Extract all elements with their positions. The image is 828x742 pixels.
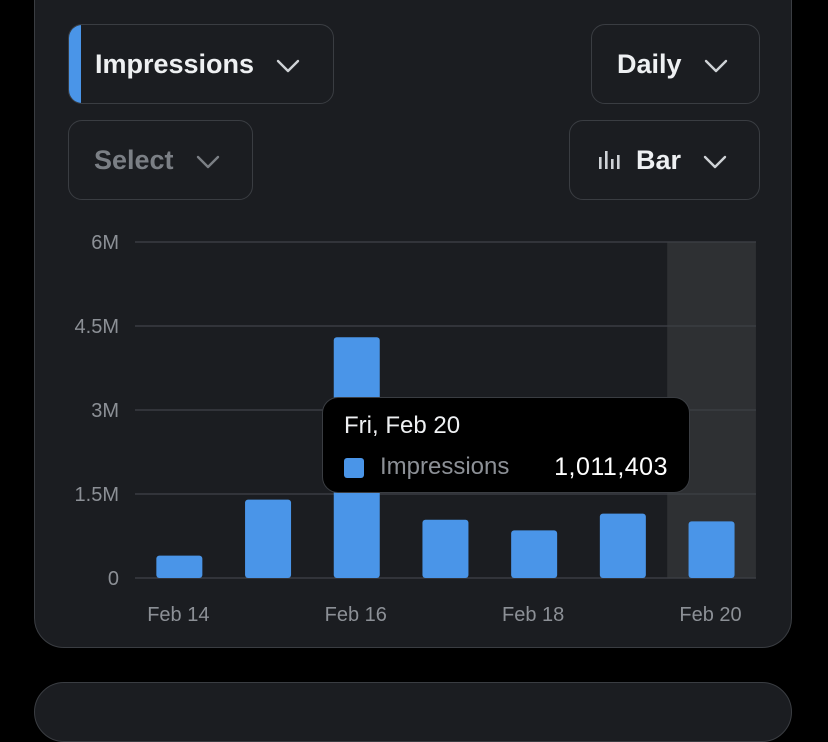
tooltip-series-name: Impressions	[380, 453, 510, 480]
bar-feb-14[interactable]	[156, 555, 203, 578]
bar-chart-icon	[598, 145, 620, 176]
y-tick-label: 3M	[91, 400, 119, 422]
chevron-down-icon	[703, 145, 727, 176]
x-tick-label: Feb 14	[147, 604, 209, 626]
tooltip-series-swatch	[344, 458, 364, 478]
chevron-down-icon	[276, 49, 300, 80]
y-tick-label: 0	[108, 568, 119, 590]
select-placeholder: Select	[94, 144, 174, 175]
x-tick-label: Feb 16	[325, 604, 387, 626]
bar-feb-19[interactable]	[599, 513, 646, 578]
y-tick-label: 6M	[91, 232, 119, 254]
y-tick-label: 4.5M	[75, 316, 119, 338]
bar-feb-17[interactable]	[422, 519, 469, 578]
chart-type-dropdown[interactable]: Bar	[569, 120, 760, 200]
chart-type-label: Bar	[636, 144, 682, 175]
period-dropdown-label: Daily	[617, 48, 682, 79]
x-tick-label: Feb 18	[502, 604, 564, 626]
metric-dropdown-label: Impressions	[95, 48, 255, 79]
period-dropdown[interactable]: Daily	[591, 24, 760, 104]
chart-tooltip: Fri, Feb 20 Impressions 1,011,403	[322, 397, 690, 493]
compare-select-dropdown[interactable]: Select	[68, 120, 253, 200]
x-tick-label: Feb 20	[679, 604, 741, 626]
bar-feb-18[interactable]	[511, 530, 558, 578]
y-tick-label: 1.5M	[75, 484, 119, 506]
tooltip-date: Fri, Feb 20	[344, 412, 461, 439]
bar-feb-15[interactable]	[245, 499, 292, 578]
impressions-bar-chart: 0 1.5M 3M 4.5M 6M Feb 14 Feb 16 Feb 18 Feb 20	[75, 232, 756, 626]
tooltip-value: 1,011,403	[554, 453, 668, 481]
chevron-down-icon	[196, 145, 220, 176]
analytics-card	[34, 0, 792, 648]
chevron-down-icon	[704, 49, 728, 80]
metric-color-indicator	[69, 25, 81, 103]
metric-dropdown[interactable]: Impressions	[68, 24, 334, 104]
bar-feb-20[interactable]	[688, 521, 735, 578]
